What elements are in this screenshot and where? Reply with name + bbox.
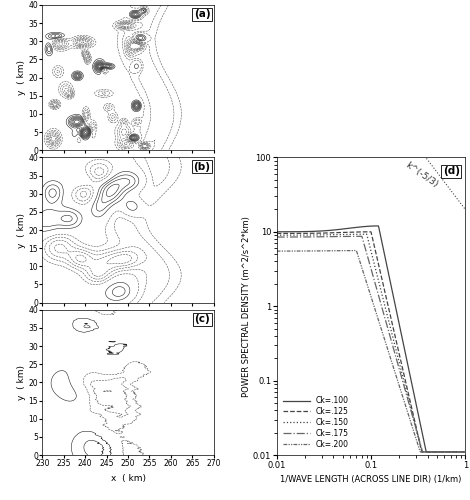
Text: (d): (d) (443, 166, 460, 176)
Y-axis label: y  ( km): y ( km) (16, 212, 25, 248)
Y-axis label: y  ( km): y ( km) (16, 365, 25, 400)
X-axis label: 1/WAVE LENGTH (ACROSS LINE DIR) (1/km): 1/WAVE LENGTH (ACROSS LINE DIR) (1/km) (280, 475, 462, 484)
Text: (c): (c) (195, 314, 210, 324)
Text: (a): (a) (194, 10, 210, 20)
Text: (b): (b) (193, 162, 210, 172)
Y-axis label: y  ( km): y ( km) (16, 60, 25, 95)
Text: k^(-5/3): k^(-5/3) (403, 160, 439, 189)
Legend: Ck=.100, Ck=.125, Ck=.150, Ck=.175, Ck=.200: Ck=.100, Ck=.125, Ck=.150, Ck=.175, Ck=.… (281, 394, 351, 451)
Y-axis label: POWER SPECTRAL DENSITY (m^2/s^2*km): POWER SPECTRAL DENSITY (m^2/s^2*km) (243, 216, 251, 396)
X-axis label: x  ( km): x ( km) (110, 474, 146, 482)
